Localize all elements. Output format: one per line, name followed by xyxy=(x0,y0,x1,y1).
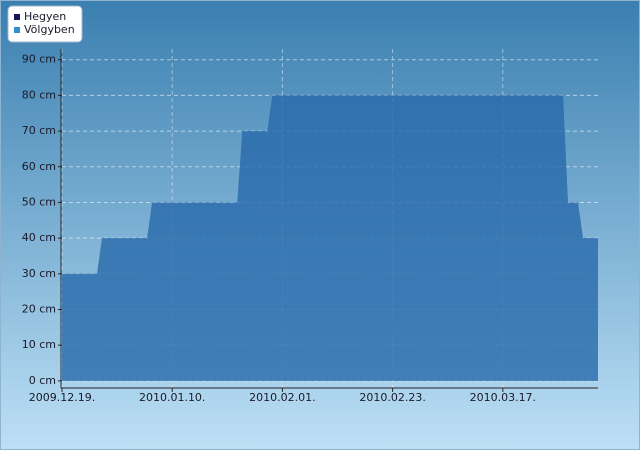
axes: 0 cm 10 cm 20 cm 30 cm 40 cm 50 cm 60 cm 70 cm 8… xyxy=(22,49,598,404)
legend-box xyxy=(7,5,83,43)
area xyxy=(62,95,598,381)
y-tick-label: 30 cm xyxy=(22,267,56,280)
y-tick-label: 50 cm xyxy=(22,195,56,208)
y-tick-label: 70 cm xyxy=(22,124,56,137)
x-tick-label: 2010.02.01. xyxy=(249,391,315,404)
y-tick-label: 80 cm xyxy=(22,88,56,101)
x-tick-label: 2009.12.19. xyxy=(29,391,95,404)
y-tick-label: 90 cm xyxy=(22,53,56,66)
y-tick-label: 0 cm xyxy=(29,374,56,387)
y-tick-label: 20 cm xyxy=(22,302,56,315)
legend-swatch xyxy=(14,14,20,20)
legend-label: Völgyben xyxy=(24,23,75,36)
y-tick-label: 10 cm xyxy=(22,338,56,351)
legend-label: Hegyen xyxy=(24,10,66,23)
plot xyxy=(62,95,598,381)
x-tick-label: 2010.01.10. xyxy=(139,391,205,404)
y-tick-label: 60 cm xyxy=(22,160,56,173)
x-tick-label: 2010.03.17. xyxy=(470,391,536,404)
x-tick-label: 2010.02.23. xyxy=(359,391,425,404)
y-tick-label: 40 cm xyxy=(22,231,56,244)
legend-swatch xyxy=(14,27,20,33)
